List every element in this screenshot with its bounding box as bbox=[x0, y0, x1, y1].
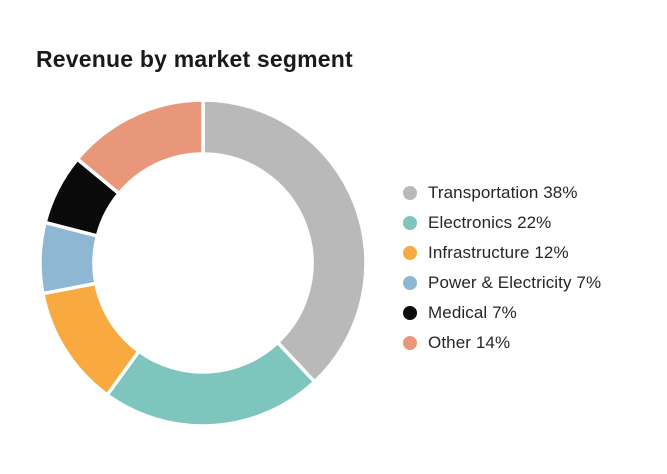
legend-dot-icon bbox=[403, 186, 417, 200]
donut-segment-transportation bbox=[201, 98, 368, 385]
legend-label: Transportation 38% bbox=[428, 183, 578, 202]
legend-dot-icon bbox=[403, 306, 417, 320]
legend-item: Transportation 38% bbox=[403, 178, 601, 208]
legend-label: Other 14% bbox=[428, 333, 511, 352]
legend-item: Medical 7% bbox=[403, 298, 601, 328]
legend-dot-icon bbox=[403, 276, 417, 290]
donut-chart bbox=[38, 98, 368, 428]
legend-label: Medical 7% bbox=[428, 303, 517, 322]
legend-label: Power & Electricity 7% bbox=[428, 273, 602, 292]
legend-item: Electronics 22% bbox=[403, 208, 601, 238]
legend: Transportation 38% Electronics 22% Infrast… bbox=[403, 178, 601, 358]
legend-dot-icon bbox=[403, 336, 417, 350]
legend-dot-icon bbox=[403, 246, 417, 260]
legend-dot-icon bbox=[403, 216, 417, 230]
donut-chart-container bbox=[38, 98, 368, 428]
legend-label: Electronics 22% bbox=[428, 213, 552, 232]
legend-label: Infrastructure 12% bbox=[428, 243, 569, 262]
donut-segment-other bbox=[74, 98, 205, 196]
legend-item: Other 14% bbox=[403, 328, 601, 358]
legend-item: Power & Electricity 7% bbox=[403, 268, 601, 298]
legend-item: Infrastructure 12% bbox=[403, 238, 601, 268]
chart-title: Revenue by market segment bbox=[36, 46, 353, 73]
